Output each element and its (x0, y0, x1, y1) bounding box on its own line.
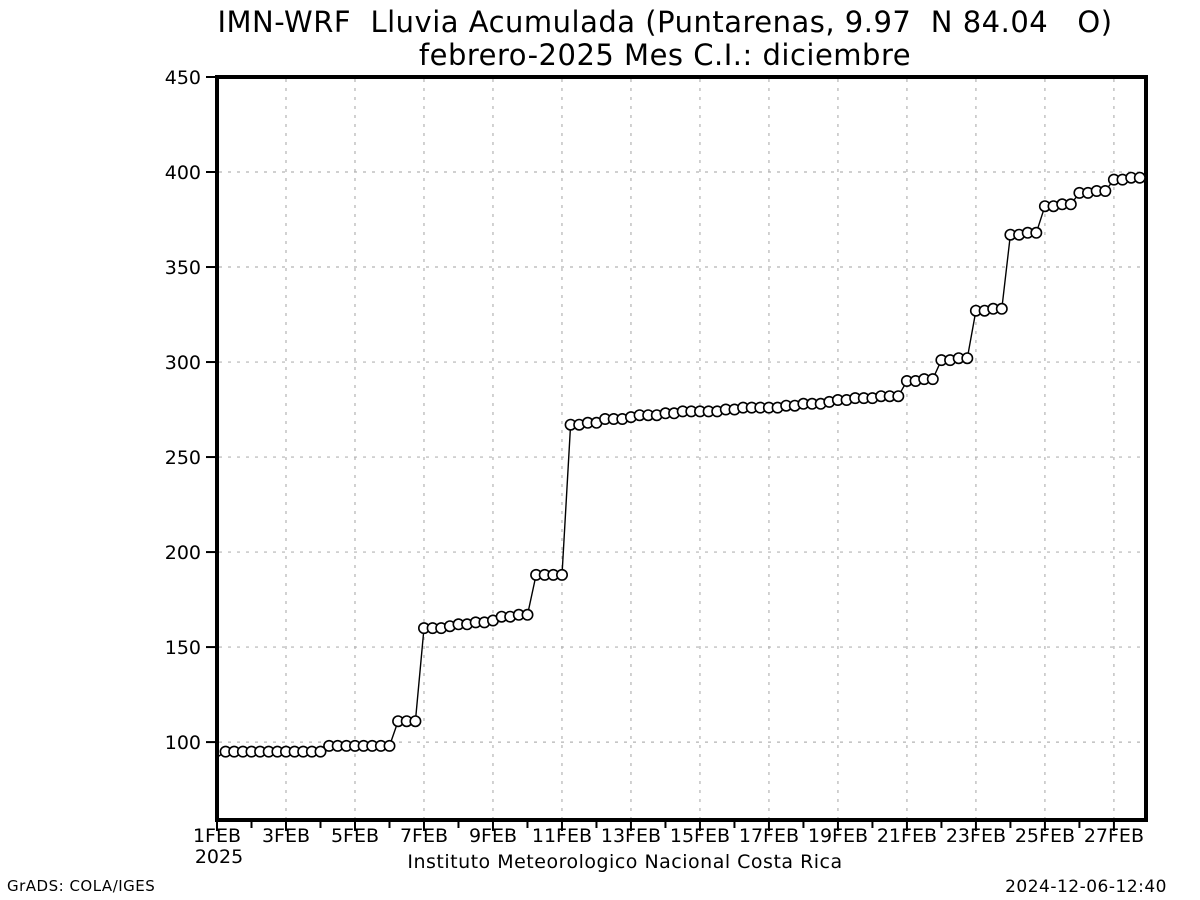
y-tick-label: 300 (165, 352, 201, 374)
x-tick-label: 3FEB (262, 825, 310, 847)
data-point (995, 302, 1008, 315)
x-tick-label: 27FEB (1084, 825, 1144, 847)
x-tick-label: 19FEB (808, 825, 868, 847)
x-tick-label: 13FEB (601, 825, 661, 847)
data-point (314, 745, 327, 758)
x-tick-label: 11FEB (532, 825, 592, 847)
x-tick-label: 5FEB (331, 825, 379, 847)
x-axis-year-label: 2025 (195, 846, 243, 868)
data-point (1133, 171, 1146, 184)
x-tick-label: 1FEB (193, 825, 241, 847)
plot-border (215, 75, 1148, 822)
data-point (409, 715, 422, 728)
x-tick-label: 9FEB (469, 825, 517, 847)
generation-timestamp: 2024-12-06-12:40 (1005, 877, 1167, 897)
data-point (1030, 226, 1043, 239)
x-tick-label: 15FEB (670, 825, 730, 847)
chart-subtitle: febrero-2025 Mes C.I.: diciembre (418, 38, 912, 72)
x-tick-label: 25FEB (1015, 825, 1075, 847)
x-tick-label: 23FEB (946, 825, 1006, 847)
data-point (521, 608, 534, 621)
x-axis-caption: Instituto Meteorologico Nacional Costa R… (407, 851, 843, 873)
grads-credit: GrADS: COLA/IGES (7, 877, 156, 895)
data-point (555, 568, 568, 581)
y-tick-label: 200 (165, 542, 201, 564)
data-point (961, 352, 974, 365)
y-tick-label: 450 (165, 67, 201, 89)
data-point (1099, 185, 1112, 198)
y-tick-label: 100 (165, 732, 201, 754)
data-point (1064, 198, 1077, 211)
data-point (926, 373, 939, 386)
x-tick-label: 21FEB (877, 825, 937, 847)
chart-title: IMN-WRF Lluvia Acumulada (Puntarenas, 9.… (217, 5, 1113, 39)
y-tick-label: 400 (165, 162, 201, 184)
x-tick-label: 17FEB (739, 825, 799, 847)
x-tick-label: 7FEB (400, 825, 448, 847)
y-tick-label: 150 (165, 637, 201, 659)
y-tick-label: 250 (165, 447, 201, 469)
data-point (383, 739, 396, 752)
y-tick-label: 350 (165, 257, 201, 279)
data-point (892, 390, 905, 403)
